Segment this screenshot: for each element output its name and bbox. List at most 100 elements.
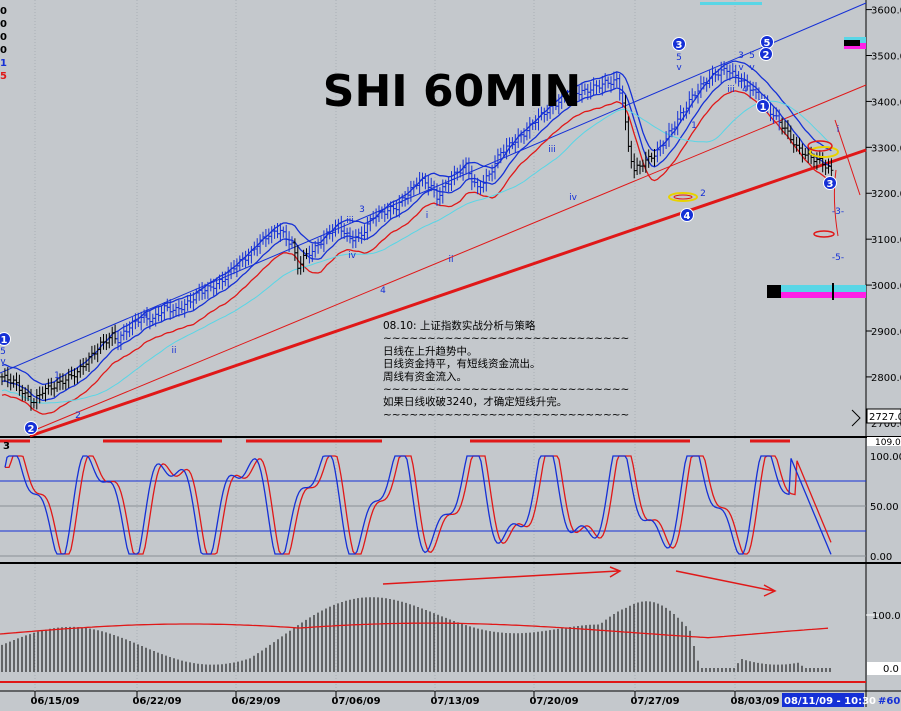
current-price-label: 2727.0 (869, 412, 901, 423)
wave-label: v (738, 63, 744, 73)
wave-label: ii (171, 346, 176, 356)
wave-label: 2 (75, 411, 81, 421)
crosshair-icon (851, 409, 861, 427)
price-tick-label: 3500.00 (871, 52, 901, 63)
volume-average-line (0, 622, 829, 639)
note-line: ~~~~~~~~~~~~~~~~~~~~~~~~~~~~ (383, 409, 629, 421)
note-line: ~~~~~~~~~~~~~~~~~~~~~~~~~~~~ (383, 333, 629, 345)
wave-circle (756, 99, 770, 113)
wave-target-ellipse (673, 194, 693, 200)
support-trendline (29, 148, 867, 438)
note-line: 日线在上升趋势中。 (383, 344, 478, 357)
price-tick-label: 2900.00 (871, 327, 901, 338)
stoch-left-label: 3 (3, 441, 10, 452)
current-date-box (782, 693, 864, 707)
date-axis: 06/15/09 06/22/09 06/29/09 07/06/09 07/13/09… (30, 691, 900, 707)
wave-label: 4 (380, 286, 386, 296)
projection-line (834, 119, 861, 196)
note-line: 周线有资金流入。 (383, 370, 467, 383)
stochastic-pane (0, 440, 866, 560)
wave-label: iv (569, 193, 578, 203)
wave-target-ellipse (807, 140, 833, 152)
projection-curve (833, 169, 839, 237)
wave-circle-label: 5 (764, 38, 771, 49)
wave-label: 4 (742, 85, 748, 95)
analysis-notes: 08.10: 上证指数实战分析与策略~~~~~~~~~~~~~~~~~~~~~~… (383, 319, 629, 421)
wave-circle-label: 4 (684, 211, 691, 222)
price-tick-label: 3600.00 (871, 6, 901, 17)
left-edge-label: 0 (0, 45, 7, 56)
date-label: 08/03/09 (730, 696, 779, 707)
wave-circle (680, 208, 694, 222)
wave-target-ellipse (668, 192, 698, 202)
price-tick-label: 3000.00 (871, 281, 901, 292)
target-zone-black (767, 285, 781, 298)
wave-label: ii (448, 255, 453, 265)
wave-label: iii (548, 145, 556, 155)
wave-label: v (749, 63, 755, 73)
chart-title: SHI 60MIN (323, 66, 581, 117)
price-tick-label: 2800.00 (871, 373, 901, 384)
wave-label: i (837, 125, 840, 135)
date-label: 06/22/09 (132, 696, 181, 707)
price-tick-label: 2700.00 (871, 419, 901, 430)
wave-circle-label: 1 (1, 335, 8, 346)
divergence-arrow-down (675, 570, 775, 592)
slow-average (1, 100, 832, 404)
price-tick-label: 3400.00 (871, 97, 901, 108)
note-line: 08.10: 上证指数实战分析与策略 (383, 319, 536, 332)
wave-label: v (0, 357, 6, 367)
left-edge-label: 0 (0, 32, 7, 43)
stoch-top-box (867, 437, 901, 446)
volume-zero-box (867, 662, 901, 675)
wave-label: 1 (54, 371, 60, 381)
mid-band (1, 76, 832, 402)
wave-target-ellipse (813, 230, 835, 238)
wave-label: i (426, 211, 429, 221)
date-label: 07/06/09 (331, 696, 380, 707)
current-date-label: 08/11/09 - 10:30 (784, 696, 876, 707)
target-zone-magenta (767, 292, 866, 298)
volume-axis: 100.0 0.0 (866, 611, 901, 675)
wave-circle-label: 3 (827, 179, 834, 190)
wave-label: 3 (738, 51, 744, 61)
wave-label: iv (348, 251, 357, 261)
price-axis: 3600.00 3500.00 3400.00 3300.00 3200.00 3100.… (851, 6, 901, 430)
wave-circle-label: 1 (760, 102, 767, 113)
volume-tick-label: 0.0 (883, 664, 899, 675)
divergence-arrow-up (382, 570, 619, 585)
wave-label: 5 (749, 51, 755, 61)
wave-circle-label: 3 (676, 40, 683, 51)
wave-circle (759, 47, 773, 61)
note-line: 日线资金持平，有短线资金流出。 (383, 357, 541, 370)
left-edge-label: 5 (0, 71, 7, 82)
price-tick-label: 3100.00 (871, 235, 901, 246)
stoch-tick-label: 50.00 (870, 502, 899, 513)
stochastic-lines (0, 439, 866, 557)
date-label: 06/29/09 (231, 696, 280, 707)
corner-label: #60 (878, 696, 900, 707)
wave-label: iii (346, 216, 354, 226)
volume-histogram (0, 566, 866, 683)
wave-label: -3- (832, 207, 844, 217)
left-edge-label: 0 (0, 6, 7, 17)
price-tick-label: 3300.00 (871, 143, 901, 154)
wave-circle (672, 37, 686, 51)
lower-band (1, 90, 832, 415)
wave-label: 5 (676, 53, 682, 63)
arrow-head (609, 566, 622, 578)
wave-circle-label: 2 (763, 50, 770, 61)
top-zone-cyan (700, 2, 762, 5)
stoch-k-line (4, 455, 832, 555)
wave-label: iii (727, 85, 735, 95)
stoch-tick-label: 100.00 (870, 452, 901, 463)
mid-channel-line (29, 84, 867, 433)
left-edge-label: 0 (0, 19, 7, 30)
left-edge-labels: 0 0 0 0 1 5 (0, 6, 7, 82)
date-label: 06/15/09 (30, 696, 79, 707)
wave-circle (0, 332, 11, 346)
note-line: 如果日线收破3240，才确定短线升完。 (383, 395, 567, 408)
left-edge-label: 1 (0, 58, 7, 69)
